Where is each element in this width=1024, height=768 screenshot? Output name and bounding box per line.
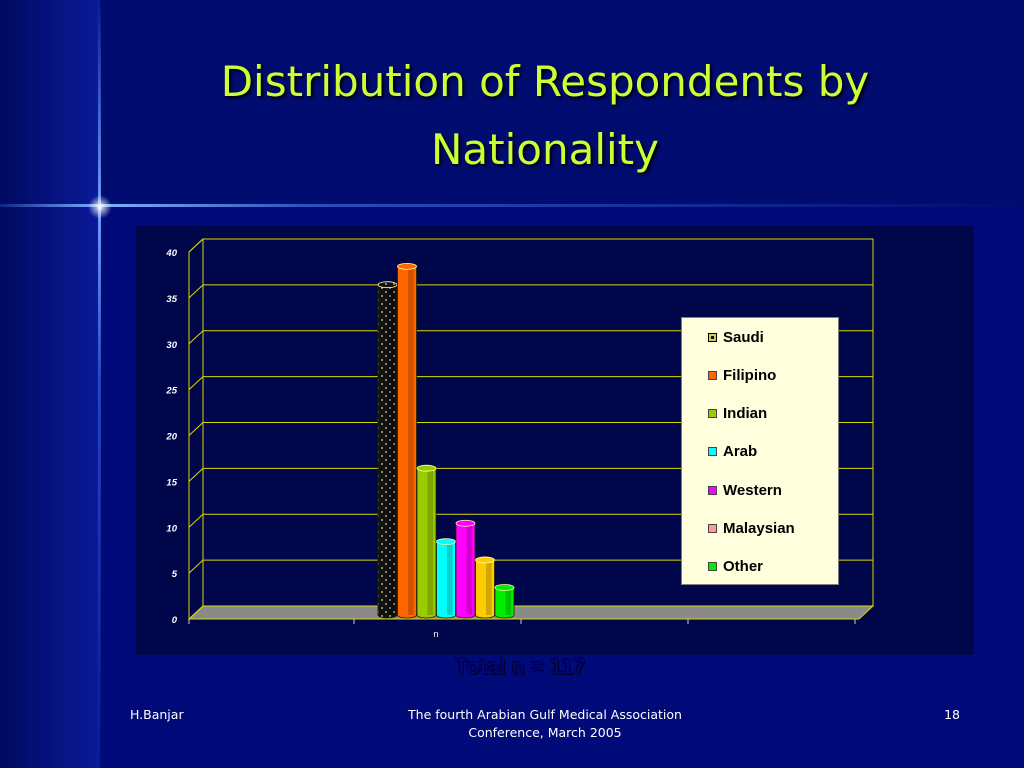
y-tick-label: 20 [165,432,177,443]
x-tick-label: n [433,629,438,639]
bar-saudi [377,281,398,619]
bar-arab [436,538,456,619]
gridline-side [188,238,204,253]
legend-label: Western [723,481,782,499]
legend-swatch [708,409,717,419]
legend-label: Filipino [723,366,777,384]
gridline-side [188,605,204,620]
gridline-side [188,468,204,482]
legend-swatch [708,332,717,342]
bar-western [455,519,476,619]
y-tick-label: 5 [172,569,178,580]
legend-item-indian: Indian [708,403,767,425]
gridline-side [188,284,204,299]
footer-page-number: 18 [944,707,960,722]
legend-label: Arab [723,443,758,461]
legend-swatch [708,370,717,380]
legend-item-other: Other [708,556,763,578]
legend-item-malaysian: Malaysian [708,518,795,540]
chart-floor [187,605,875,620]
y-tick-label: 25 [165,386,177,397]
legend-item-arab: Arab [708,441,757,463]
legend-label: Other [723,558,764,576]
legend-swatch [708,524,717,533]
y-tick-label: 0 [172,615,178,626]
gridline-side [188,376,204,390]
bar-chart: 0 5 10 15 20 25 30 35 40 n [165,238,875,639]
left-band [0,0,100,768]
y-tick-label: 10 [166,523,177,534]
chart-legend: Saudi Filipino Indian Arab Western Malaysian O… [681,317,839,585]
sparkle-icon [88,195,112,219]
legend-swatch [708,562,717,572]
y-tick-label: 30 [166,340,177,351]
y-tick-label: 35 [166,294,177,305]
legend-item-western: Western [708,479,782,501]
gridline-side [188,330,204,345]
y-tick-label: 40 [165,248,177,259]
chart-area: 0 5 10 15 20 25 30 35 40 n Saudi Filipino Indian Ara… [136,226,974,655]
gridline-side [188,422,204,436]
legend-label: Saudi [723,328,764,346]
footer-conference: The fourth Arabian Gulf Medical Associat… [408,707,682,740]
legend-item-filipino: Filipino [708,364,776,386]
legend-swatch [708,447,717,457]
legend-item-saudi: Saudi [708,326,764,348]
legend-swatch [708,485,717,495]
bar-other [494,584,515,619]
slide-title: Distribution of Respondents by Nationali… [220,57,870,174]
bar-malaysian [475,556,495,619]
bar-indian [416,464,437,619]
legend-label: Malaysian [723,520,795,537]
vertical-light-line [98,0,101,768]
gridline-side [188,559,204,574]
legend-label: Indian [723,405,768,423]
gridline-side [188,513,204,528]
y-tick-label: 15 [166,477,177,488]
title-band [0,0,1024,205]
bar-filipino [397,262,417,619]
total-count: Total n = 117 [454,654,586,679]
horizontal-light-line [0,204,1024,207]
footer-author: H.Banjar [130,707,184,722]
